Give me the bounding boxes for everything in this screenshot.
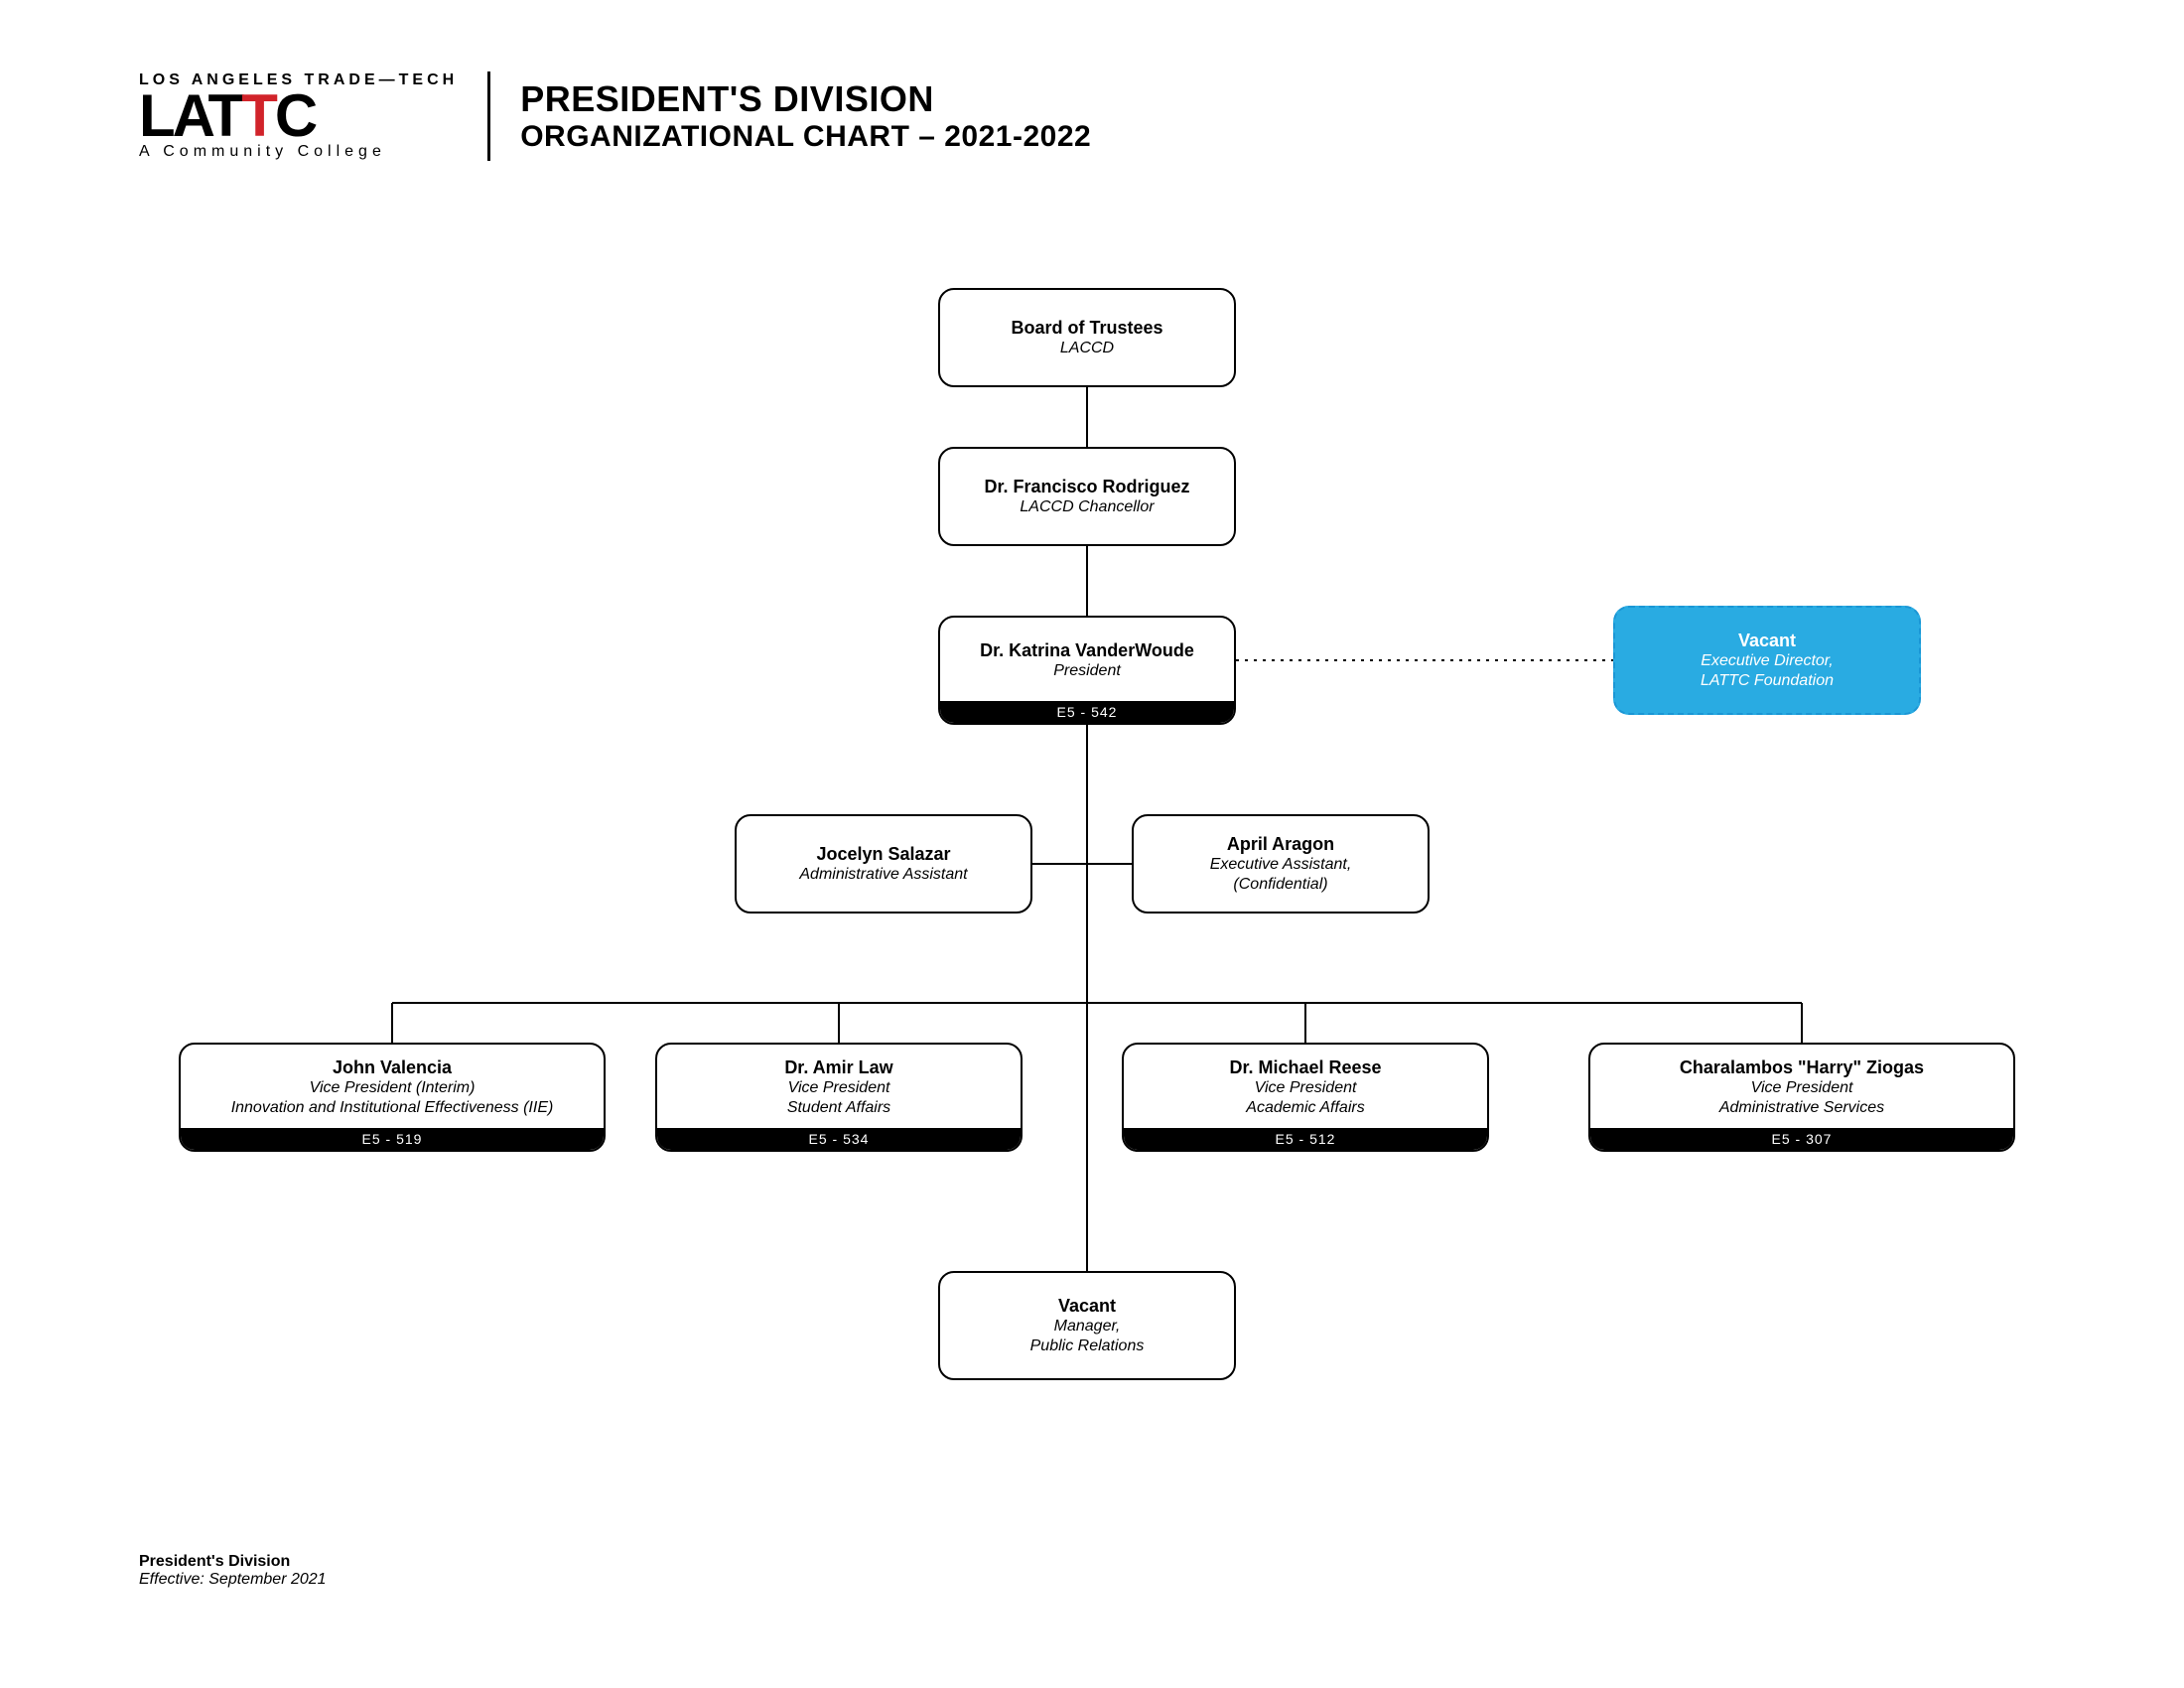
org-node-role: LATTC Foundation bbox=[1693, 671, 1842, 691]
org-node-role: Vice President bbox=[780, 1078, 898, 1098]
logo-letter: LAT bbox=[139, 82, 241, 149]
page: LOS ANGELES TRADE—TECH LATTC A Community… bbox=[0, 0, 2184, 1688]
org-node-location: E5 - 519 bbox=[181, 1128, 604, 1150]
org-node-role: Manager, bbox=[1046, 1317, 1129, 1336]
org-chart-connectors bbox=[0, 0, 2184, 1688]
org-node-location: E5 - 542 bbox=[940, 701, 1234, 723]
footer-effective: Effective: September 2021 bbox=[139, 1571, 327, 1589]
logo-main-text: LATTC bbox=[139, 89, 315, 143]
org-node-vp_iie: John ValenciaVice President (Interim)Inn… bbox=[179, 1043, 606, 1152]
org-node-chancellor: Dr. Francisco RodriguezLACCD Chancellor bbox=[938, 447, 1236, 546]
org-node-role: Administrative Services bbox=[1711, 1098, 1892, 1118]
org-node-name: Dr. Francisco Rodriguez bbox=[976, 476, 1197, 498]
org-node-president: Dr. Katrina VanderWoudePresident E5 - 542 bbox=[938, 616, 1236, 725]
org-node-role: Vice President bbox=[1743, 1078, 1861, 1098]
org-node-role: Academic Affairs bbox=[1238, 1098, 1372, 1118]
org-node-location: E5 - 534 bbox=[657, 1128, 1021, 1150]
org-node-board: Board of TrusteesLACCD bbox=[938, 288, 1236, 387]
logo-accent-letter: T bbox=[241, 89, 275, 143]
logo: LOS ANGELES TRADE—TECH LATTC A Community… bbox=[139, 71, 490, 161]
org-node-role: President bbox=[1045, 661, 1129, 681]
org-node-location: E5 - 512 bbox=[1124, 1128, 1487, 1150]
org-node-foundation: VacantExecutive Director,LATTC Foundatio… bbox=[1613, 606, 1921, 715]
org-node-role: Innovation and Institutional Effectivene… bbox=[223, 1098, 562, 1118]
org-node-role: Vice President bbox=[1247, 1078, 1365, 1098]
footer: President's Division Effective: Septembe… bbox=[139, 1553, 327, 1589]
org-node-role: Student Affairs bbox=[779, 1098, 898, 1118]
logo-letter: C bbox=[275, 82, 315, 149]
org-node-vp_student: Dr. Amir LawVice PresidentStudent Affair… bbox=[655, 1043, 1023, 1152]
org-node-exec_asst: April AragonExecutive Assistant,(Confide… bbox=[1132, 814, 1430, 914]
org-node-role: Vice President (Interim) bbox=[302, 1078, 483, 1098]
org-node-name: April Aragon bbox=[1219, 833, 1342, 856]
org-node-role: LACCD bbox=[1052, 339, 1122, 358]
footer-title: President's Division bbox=[139, 1553, 327, 1571]
org-node-location: E5 - 307 bbox=[1590, 1128, 2013, 1150]
org-node-role: Executive Assistant, bbox=[1202, 855, 1360, 875]
org-node-admin_asst: Jocelyn SalazarAdministrative Assistant bbox=[735, 814, 1032, 914]
org-node-vp_admin: Charalambos "Harry" ZiogasVice President… bbox=[1588, 1043, 2015, 1152]
org-node-name: Jocelyn Salazar bbox=[808, 843, 958, 866]
page-title: PRESIDENT'S DIVISION bbox=[520, 78, 1091, 120]
org-node-role: LACCD Chancellor bbox=[1012, 497, 1161, 517]
org-node-name: Dr. Michael Reese bbox=[1221, 1056, 1389, 1079]
org-node-pr_manager: VacantManager,Public Relations bbox=[938, 1271, 1236, 1380]
org-node-name: Board of Trustees bbox=[1003, 317, 1170, 340]
org-node-name: Dr. Amir Law bbox=[776, 1056, 900, 1079]
title-block: PRESIDENT'S DIVISION ORGANIZATIONAL CHAR… bbox=[520, 78, 1091, 154]
org-node-vp_academic: Dr. Michael ReeseVice PresidentAcademic … bbox=[1122, 1043, 1489, 1152]
org-node-name: Vacant bbox=[1730, 630, 1804, 652]
org-node-role: Administrative Assistant bbox=[791, 865, 975, 885]
page-subtitle: ORGANIZATIONAL CHART – 2021-2022 bbox=[520, 120, 1091, 154]
org-node-name: Vacant bbox=[1050, 1295, 1124, 1318]
org-node-role: (Confidential) bbox=[1225, 875, 1335, 895]
org-node-name: Dr. Katrina VanderWoude bbox=[972, 639, 1202, 662]
org-node-role: Public Relations bbox=[1023, 1336, 1153, 1356]
org-node-name: Charalambos "Harry" Ziogas bbox=[1672, 1056, 1932, 1079]
org-node-role: Executive Director, bbox=[1693, 651, 1841, 671]
header: LOS ANGELES TRADE—TECH LATTC A Community… bbox=[139, 71, 1091, 161]
org-node-name: John Valencia bbox=[325, 1056, 460, 1079]
